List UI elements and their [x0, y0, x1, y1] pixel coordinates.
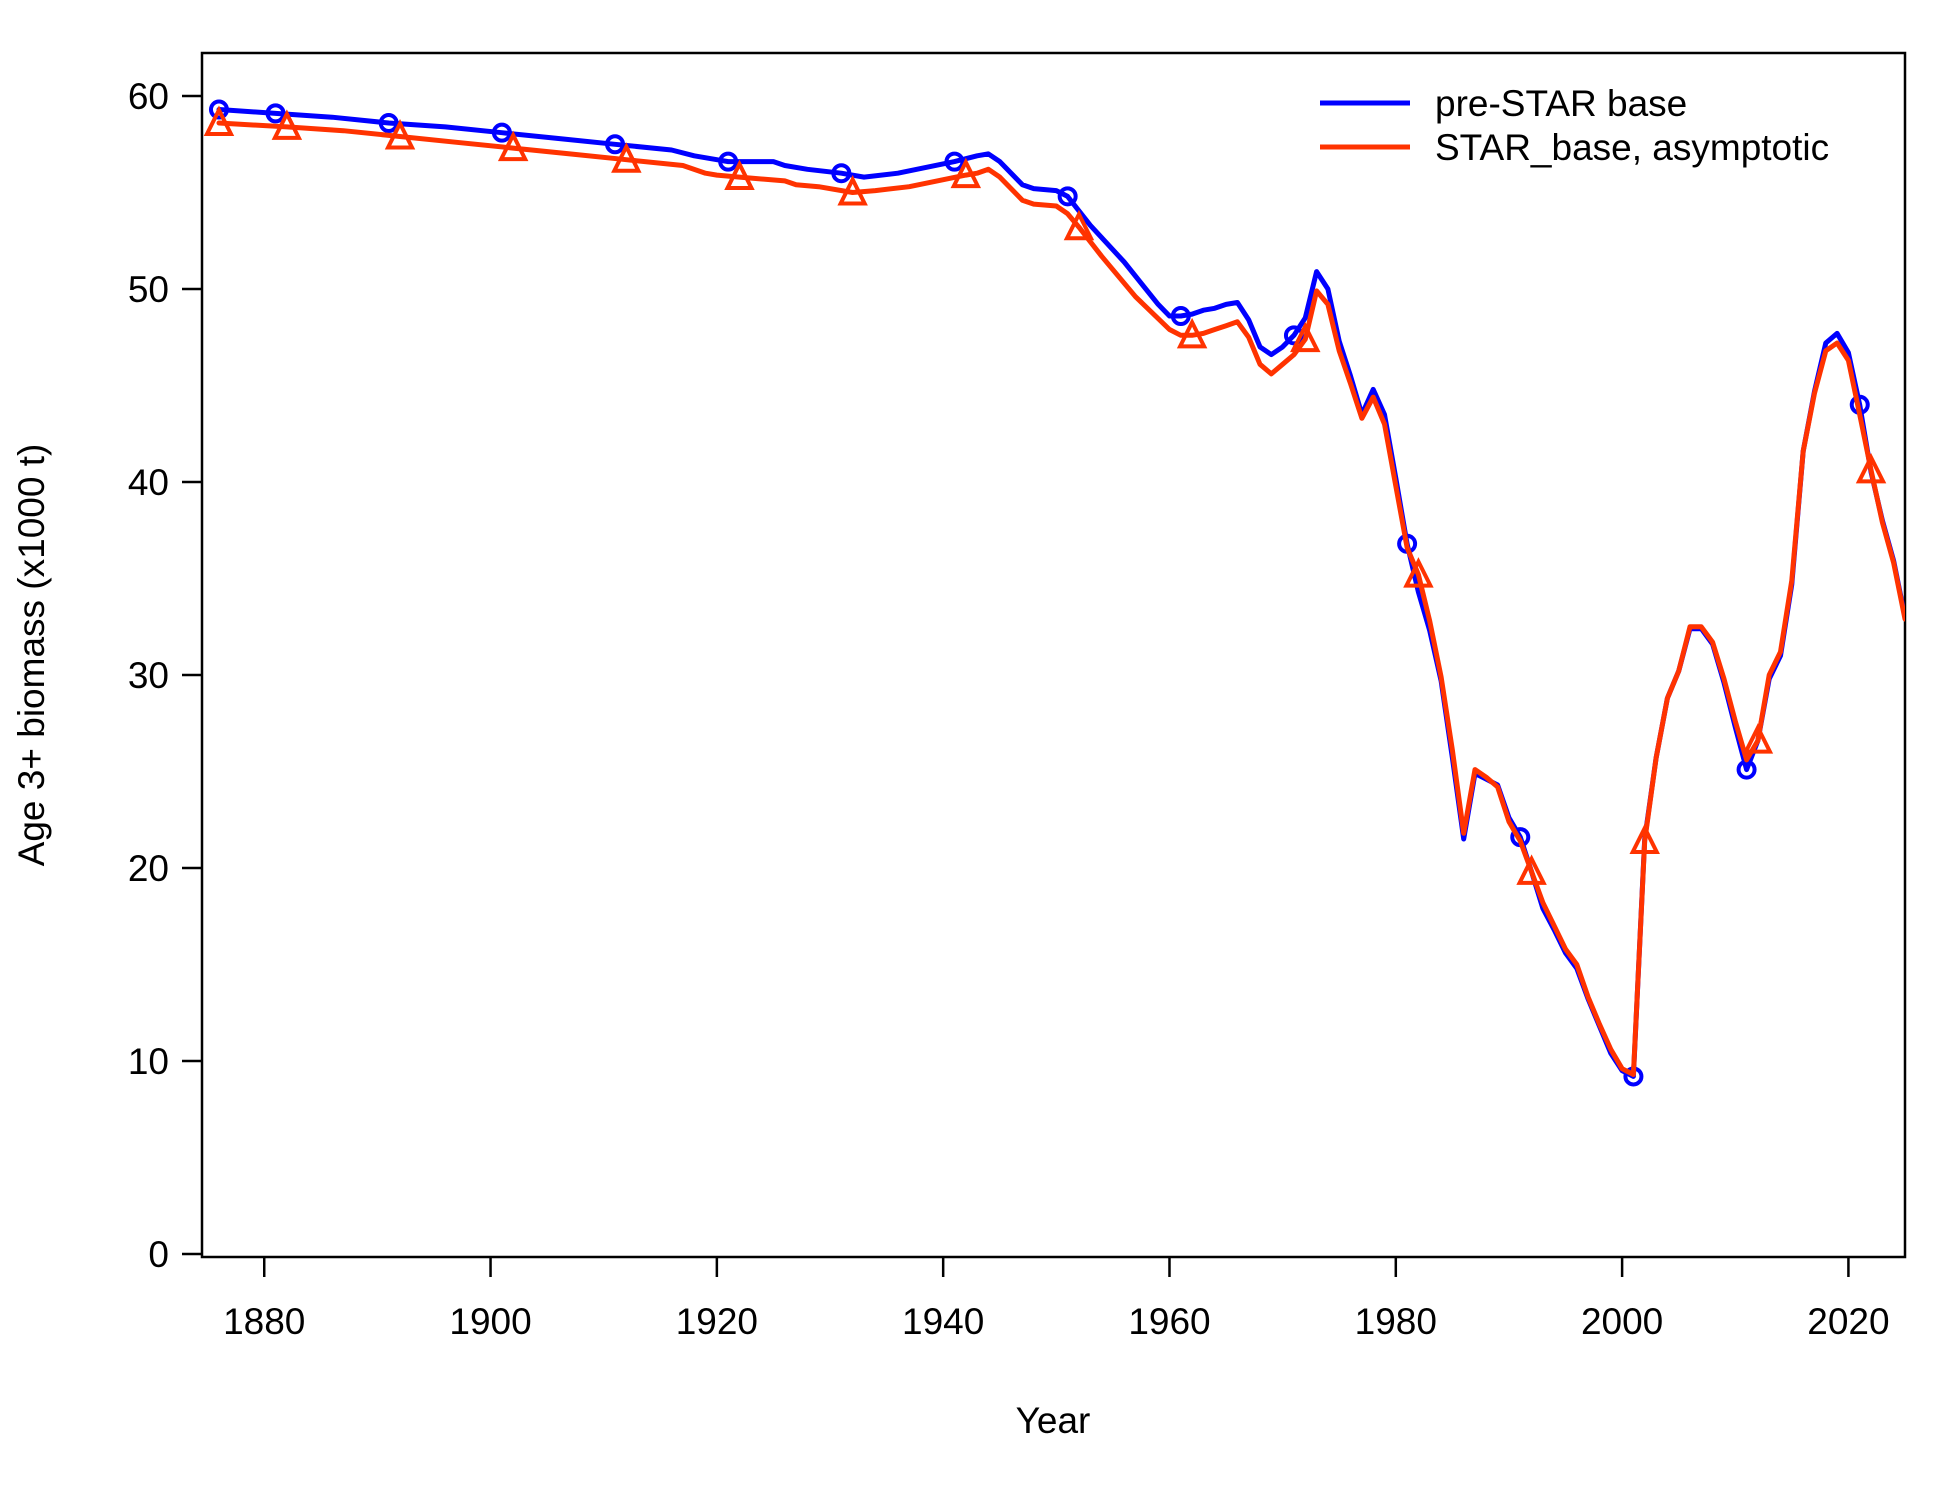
data-point: [944, 151, 965, 172]
data-point: [384, 119, 416, 150]
data-point: [265, 103, 286, 124]
x-tick-label: 1980: [1355, 1301, 1437, 1342]
data-point: [831, 163, 852, 184]
plot-frame: [200, 51, 1907, 1259]
data-point: [1063, 209, 1095, 241]
series-line: [216, 120, 1905, 1077]
data-point: [724, 159, 755, 191]
series-pre-star-base: [208, 99, 1905, 1087]
data-point: [1290, 321, 1321, 353]
data-point: [491, 122, 512, 143]
x-axis: 1880 1900 1920 1940 1960 1980 2000 2020: [223, 1257, 1890, 1342]
x-tick-label: 1960: [1128, 1301, 1210, 1342]
data-point: [378, 113, 399, 134]
data-point: [1170, 306, 1191, 327]
y-tick-label: 30: [128, 655, 169, 696]
data-point: [718, 151, 739, 172]
data-point: [1403, 557, 1434, 588]
data-point: [837, 175, 868, 206]
y-tick-label: 10: [128, 1041, 169, 1082]
x-tick-label: 2000: [1581, 1301, 1663, 1342]
y-tick-label: 50: [128, 269, 169, 310]
x-tick-label: 1940: [902, 1301, 984, 1342]
data-point: [203, 105, 235, 137]
x-tick-label: 1920: [676, 1301, 758, 1342]
y-tick-label: 40: [128, 462, 169, 503]
data-point: [271, 109, 303, 140]
series-star-base-asymptotic: [203, 105, 1905, 1077]
data-point: [605, 134, 626, 155]
y-tick-label: 0: [148, 1234, 169, 1275]
x-tick-label: 1880: [223, 1301, 305, 1342]
data-point: [1855, 452, 1887, 484]
data-point: [1516, 854, 1547, 885]
data-point: [1742, 723, 1774, 754]
data-point: [1629, 823, 1660, 854]
data-point: [497, 130, 529, 162]
data-point: [1176, 317, 1208, 349]
x-axis-title: Year: [1016, 1400, 1091, 1441]
data-point: [1057, 186, 1078, 207]
series-layer: [203, 99, 1905, 1087]
y-axis: 0 10 20 30 40 50 60: [128, 76, 202, 1275]
y-tick-label: 60: [128, 76, 169, 117]
data-point: [950, 157, 982, 189]
x-tick-label: 1900: [449, 1301, 531, 1342]
data-point: [611, 142, 642, 173]
legend-label: pre-STAR base: [1435, 83, 1687, 124]
series-line: [216, 107, 1905, 1079]
y-axis-title: Age 3+ biomass (x1000 t): [11, 444, 52, 867]
x-tick-label: 2020: [1807, 1301, 1889, 1342]
data-point: [208, 99, 229, 120]
legend-label: STAR_base, asymptotic: [1435, 127, 1829, 168]
y-tick-label: 20: [128, 848, 169, 889]
